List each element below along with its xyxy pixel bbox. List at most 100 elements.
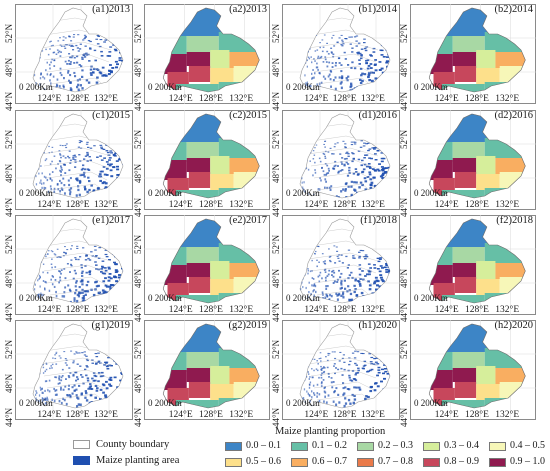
region-outline: [162, 113, 260, 199]
scale-bar-label: 0 200Km: [148, 82, 182, 92]
longitude-label: 128°E: [199, 410, 223, 420]
scale-bar-label: 0 200Km: [286, 82, 320, 92]
longitude-label: 132°E: [361, 410, 385, 420]
legend-class-label: 0.1 – 0.2: [312, 440, 347, 451]
longitude-label: 124°E: [434, 410, 459, 420]
county-boundary-line: [307, 147, 379, 157]
county-boundary-line: [43, 369, 110, 379]
scale-bar-label: 0 200Km: [148, 188, 182, 198]
map-panel: (a2)2013 0 200Km: [144, 4, 270, 104]
legend-class-label: 0.4 – 0.5: [510, 440, 545, 451]
map-panel: (d2)2016 0 200Km: [410, 110, 536, 210]
latitude-label: 44°N: [399, 302, 409, 322]
county-boundary-swatch: [73, 440, 90, 449]
latitude-label: 52°N: [271, 129, 281, 149]
longitude-label: 132°E: [495, 305, 520, 315]
legend-class-swatch: [357, 442, 374, 451]
longitude-label: 124°E: [37, 305, 62, 315]
proportion-map: [410, 110, 536, 210]
latitude-label: 52°N: [271, 339, 281, 359]
panel-title: (b1)2014: [358, 4, 398, 15]
proportion-map: [410, 4, 536, 104]
latitude-label: 44°N: [133, 197, 143, 217]
longitude-label: 124°E: [168, 305, 193, 315]
longitude-label: 132°E: [229, 200, 254, 210]
maize-pixels: [301, 140, 390, 198]
panel-title: (h2)2020: [494, 320, 534, 331]
county-boundary-line: [40, 252, 112, 262]
latitude-label: 48°N: [4, 163, 14, 183]
legend-class-label: 0.0 – 0.1: [246, 440, 281, 451]
latitude-label: 52°N: [133, 339, 143, 359]
longitude-label: 128°E: [465, 200, 489, 210]
longitude-label: 124°E: [434, 305, 459, 315]
longitude-label: 124°E: [37, 94, 62, 104]
latitude-label: 44°N: [4, 91, 14, 111]
legend-class-label: 0.2 – 0.3: [378, 440, 413, 451]
latitude-label: 52°N: [271, 234, 281, 254]
county-boundary-line: [310, 369, 377, 379]
panel-frame: [410, 4, 536, 104]
longitude-label: 124°E: [434, 94, 459, 104]
longitude-label: 128°E: [199, 200, 223, 210]
legend-class-swatch: [291, 442, 308, 451]
longitude-label: 132°E: [495, 410, 520, 420]
latitude-label: 48°N: [271, 163, 281, 183]
latitude-label: 48°N: [271, 268, 281, 288]
panel-title: (b2)2014: [494, 4, 534, 15]
latitude-label: 52°N: [133, 23, 143, 43]
maize-area-map: [15, 110, 133, 210]
latitude-label: 48°N: [399, 57, 409, 77]
map-panel: (d1)2016 0 200Km: [282, 110, 400, 210]
legend-class-label: 0.3 – 0.4: [444, 440, 479, 451]
longitude-label: 128°E: [65, 305, 90, 315]
county-boundary-line: [313, 276, 375, 286]
panel-title: (a2)2013: [229, 4, 267, 15]
map-panel: (b2)2014 0 200Km: [410, 4, 536, 104]
latitude-label: 52°N: [133, 129, 143, 149]
region-outline: [428, 7, 526, 93]
county-boundary-line: [40, 357, 112, 367]
latitude-label: 48°N: [399, 163, 409, 183]
county-boundary-line: [49, 183, 106, 193]
panel-frame: [15, 110, 133, 210]
latitude-label: 48°N: [133, 57, 143, 77]
legend-class-swatch: [423, 442, 440, 451]
latitude-label: 48°N: [271, 57, 281, 77]
legend: County boundary Maize planting area Maiz…: [0, 424, 550, 471]
longitude-label: 124°E: [304, 410, 329, 420]
longitude-label: 132°E: [361, 305, 385, 315]
legend-class-swatch: [291, 458, 308, 467]
latitude-label: 48°N: [399, 268, 409, 288]
region-outline: [428, 323, 526, 409]
longitude-label: 124°E: [304, 200, 329, 210]
panel-title: (d1)2016: [358, 110, 398, 121]
longitude-label: 128°E: [332, 305, 357, 315]
maize-area-map: [15, 215, 133, 315]
legend-title: Maize planting proportion: [275, 426, 386, 437]
longitude-label: 132°E: [94, 410, 118, 420]
latitude-label: 44°N: [399, 91, 409, 111]
longitude-label: 132°E: [229, 94, 254, 104]
scale-bar-label: 0 200Km: [19, 293, 53, 303]
longitude-label: 132°E: [229, 410, 254, 420]
latitude-label: 48°N: [399, 373, 409, 393]
latitude-label: 52°N: [399, 339, 409, 359]
panel-frame: [144, 320, 270, 420]
legend-class-swatch: [357, 458, 374, 467]
panel-frame: [282, 110, 400, 210]
panel-frame: [15, 4, 133, 104]
panel-title: (a1)2013: [92, 4, 130, 15]
latitude-label: 44°N: [4, 407, 14, 427]
latitude-label: 44°N: [399, 197, 409, 217]
longitude-label: 132°E: [94, 305, 118, 315]
longitude-label: 124°E: [434, 200, 459, 210]
region-outline: [299, 323, 391, 409]
latitude-label: 44°N: [399, 407, 409, 427]
latitude-label: 52°N: [4, 129, 14, 149]
latitude-label: 44°N: [133, 302, 143, 322]
county-boundary-line: [313, 381, 375, 391]
latitude-label: 48°N: [133, 268, 143, 288]
panel-frame: [144, 110, 270, 210]
panel-frame: [15, 215, 133, 315]
